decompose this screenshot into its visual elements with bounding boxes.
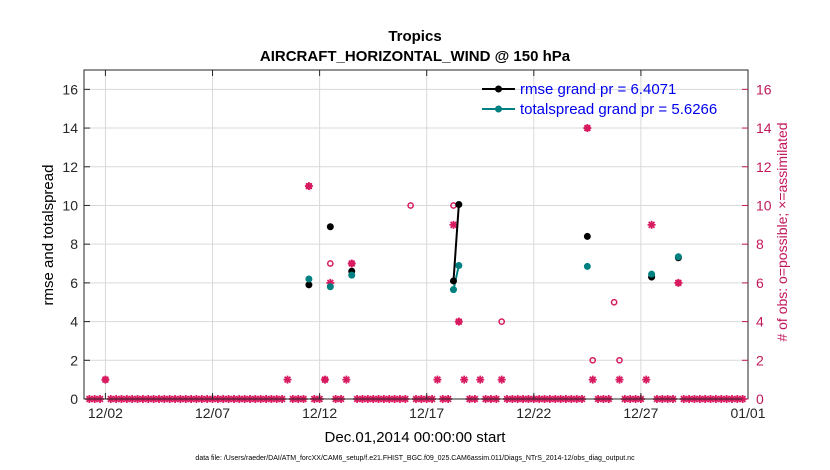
y-right-tick-label: 12: [756, 159, 772, 175]
obs-assimilated-stroke: [589, 376, 597, 384]
data-file-footnote: data file: /Users/raeder/DAI/ATM_forcXX/…: [195, 455, 635, 462]
y-right-tick-label: 10: [756, 197, 772, 213]
obs-assimilated-stroke: [476, 376, 484, 384]
legend-totalspread-marker: [495, 105, 502, 113]
obs-assimilated-marker: [588, 375, 597, 384]
y-tick-label: 2: [70, 352, 78, 368]
obs-assimilated-stroke: [305, 182, 313, 190]
y-tick-label: 16: [62, 81, 78, 97]
obs-assimilated-stroke: [455, 318, 463, 326]
obs-assimilated-stroke: [498, 376, 506, 384]
plot-frame: [83, 69, 749, 400]
y-tick-label: 10: [62, 197, 78, 213]
obs-assimilated-marker: [454, 317, 463, 326]
obs-possible-marker: [610, 298, 618, 306]
y-right-tick-label: 8: [756, 236, 764, 252]
rmse-line: [452, 204, 460, 282]
obs-possible-marker: [326, 260, 334, 267]
y-right-tick-label: 2: [756, 352, 764, 368]
obs-assimilated-stroke: [583, 124, 591, 132]
obs-possible-marker: [616, 356, 623, 364]
obs-assimilated-stroke: [460, 376, 468, 384]
y-right-tick-label: 4: [756, 314, 764, 330]
obs-assimilated-marker: [583, 124, 592, 133]
obs-assimilated-marker: [674, 278, 683, 287]
totalspread-point: [348, 271, 356, 279]
x-tick-label: 12/07: [195, 405, 230, 421]
y-axis-label: rmse and totalspread: [40, 165, 57, 306]
obs-assimilated-marker: [647, 220, 656, 229]
y-tick-label: 12: [62, 159, 78, 175]
chart-title: Tropics: [388, 28, 441, 45]
obs-assimilated-stroke: [348, 260, 356, 268]
totalspread-point: [674, 253, 682, 261]
obs-possible-marker: [589, 356, 597, 364]
obs-assimilated-marker: [476, 375, 485, 384]
totalspread-point: [583, 262, 591, 270]
totalspread-point: [449, 286, 457, 294]
x-tick-label: 12/12: [302, 405, 337, 421]
obs-assimilated-stroke: [321, 376, 329, 384]
obs-assimilated-stroke: [283, 376, 292, 384]
obs-assimilated-marker: [433, 375, 442, 384]
obs-assimilated-marker: [304, 182, 313, 191]
totalspread-point: [305, 275, 313, 283]
totalspread-point: [326, 283, 334, 291]
obs-assimilated-marker: [642, 375, 651, 384]
rmse-point: [583, 232, 591, 240]
x-tick-label: 01/01: [730, 405, 765, 421]
x-axis-label: Dec.01,2014 00:00:00 start: [325, 429, 507, 446]
obs-assimilated-marker: [615, 375, 624, 384]
legend-rmse-marker: [495, 85, 502, 93]
obs-assimilated-marker: [101, 375, 110, 384]
obs-assimilated-stroke: [449, 221, 458, 229]
totalspread-point: [455, 261, 463, 269]
obs-assimilated-stroke: [101, 376, 109, 384]
obs-assimilated-marker: [449, 220, 458, 229]
x-tick-label: 12/22: [516, 405, 551, 421]
obs-assimilated-stroke: [433, 376, 441, 384]
obs-assimilated-stroke: [648, 221, 656, 229]
rmse-point: [326, 223, 334, 231]
obs-assimilated-stroke: [342, 376, 350, 384]
legend-rmse-label: rmse grand pr = 6.4071: [520, 81, 676, 98]
obs-assimilated-marker: [283, 375, 292, 384]
rmse-point: [449, 277, 457, 285]
y-tick-label: 6: [70, 275, 78, 291]
legend-totalspread-label: totalspread grand pr = 5.6266: [520, 101, 717, 118]
legend: rmse grand pr = 6.4071 totalspread grand…: [482, 81, 717, 118]
y-tick-label: 4: [70, 314, 78, 330]
obs-assimilated-marker: [342, 375, 351, 384]
obs-assimilated-stroke: [615, 376, 624, 384]
obs-assimilated-marker: [460, 375, 469, 384]
grid: [84, 70, 749, 399]
y-right-tick-label: 6: [756, 275, 764, 291]
rmse-point: [305, 281, 313, 289]
plot-area: [84, 70, 748, 399]
x-tick-label: 12/27: [623, 405, 658, 421]
totalspread-line: [452, 265, 460, 290]
obs-assimilated-marker: [497, 375, 506, 384]
rmse-point: [455, 201, 463, 209]
y-right-tick-label: 14: [756, 120, 772, 136]
obs-assimilated-stroke: [642, 376, 650, 384]
y-tick-label: 14: [62, 120, 78, 136]
obs-possible-marker: [407, 202, 414, 209]
y-right-tick-label: 0: [756, 391, 764, 407]
totalspread-point: [648, 270, 656, 278]
y-axis-right-label: # of obs: o=possible; ×=assimilated: [774, 122, 790, 341]
chart-subtitle: AIRCRAFT_HORIZONTAL_WIND @ 150 hPa: [260, 48, 571, 65]
obs-assimilated-marker: [347, 259, 356, 268]
x-tick-label: 12/17: [409, 405, 444, 421]
obs-possible-marker: [498, 318, 506, 325]
x-tick-label: 12/02: [88, 405, 123, 421]
obs-assimilated-stroke: [674, 279, 682, 287]
y-tick-label: 8: [70, 236, 78, 252]
y-right-tick-label: 16: [756, 81, 772, 97]
y-tick-label: 0: [70, 391, 78, 407]
obs-assimilated-marker: [320, 375, 329, 384]
axes: 12/02 12/07 12/12 12/17 12/22 12/27 01/0102468…: [62, 70, 772, 421]
